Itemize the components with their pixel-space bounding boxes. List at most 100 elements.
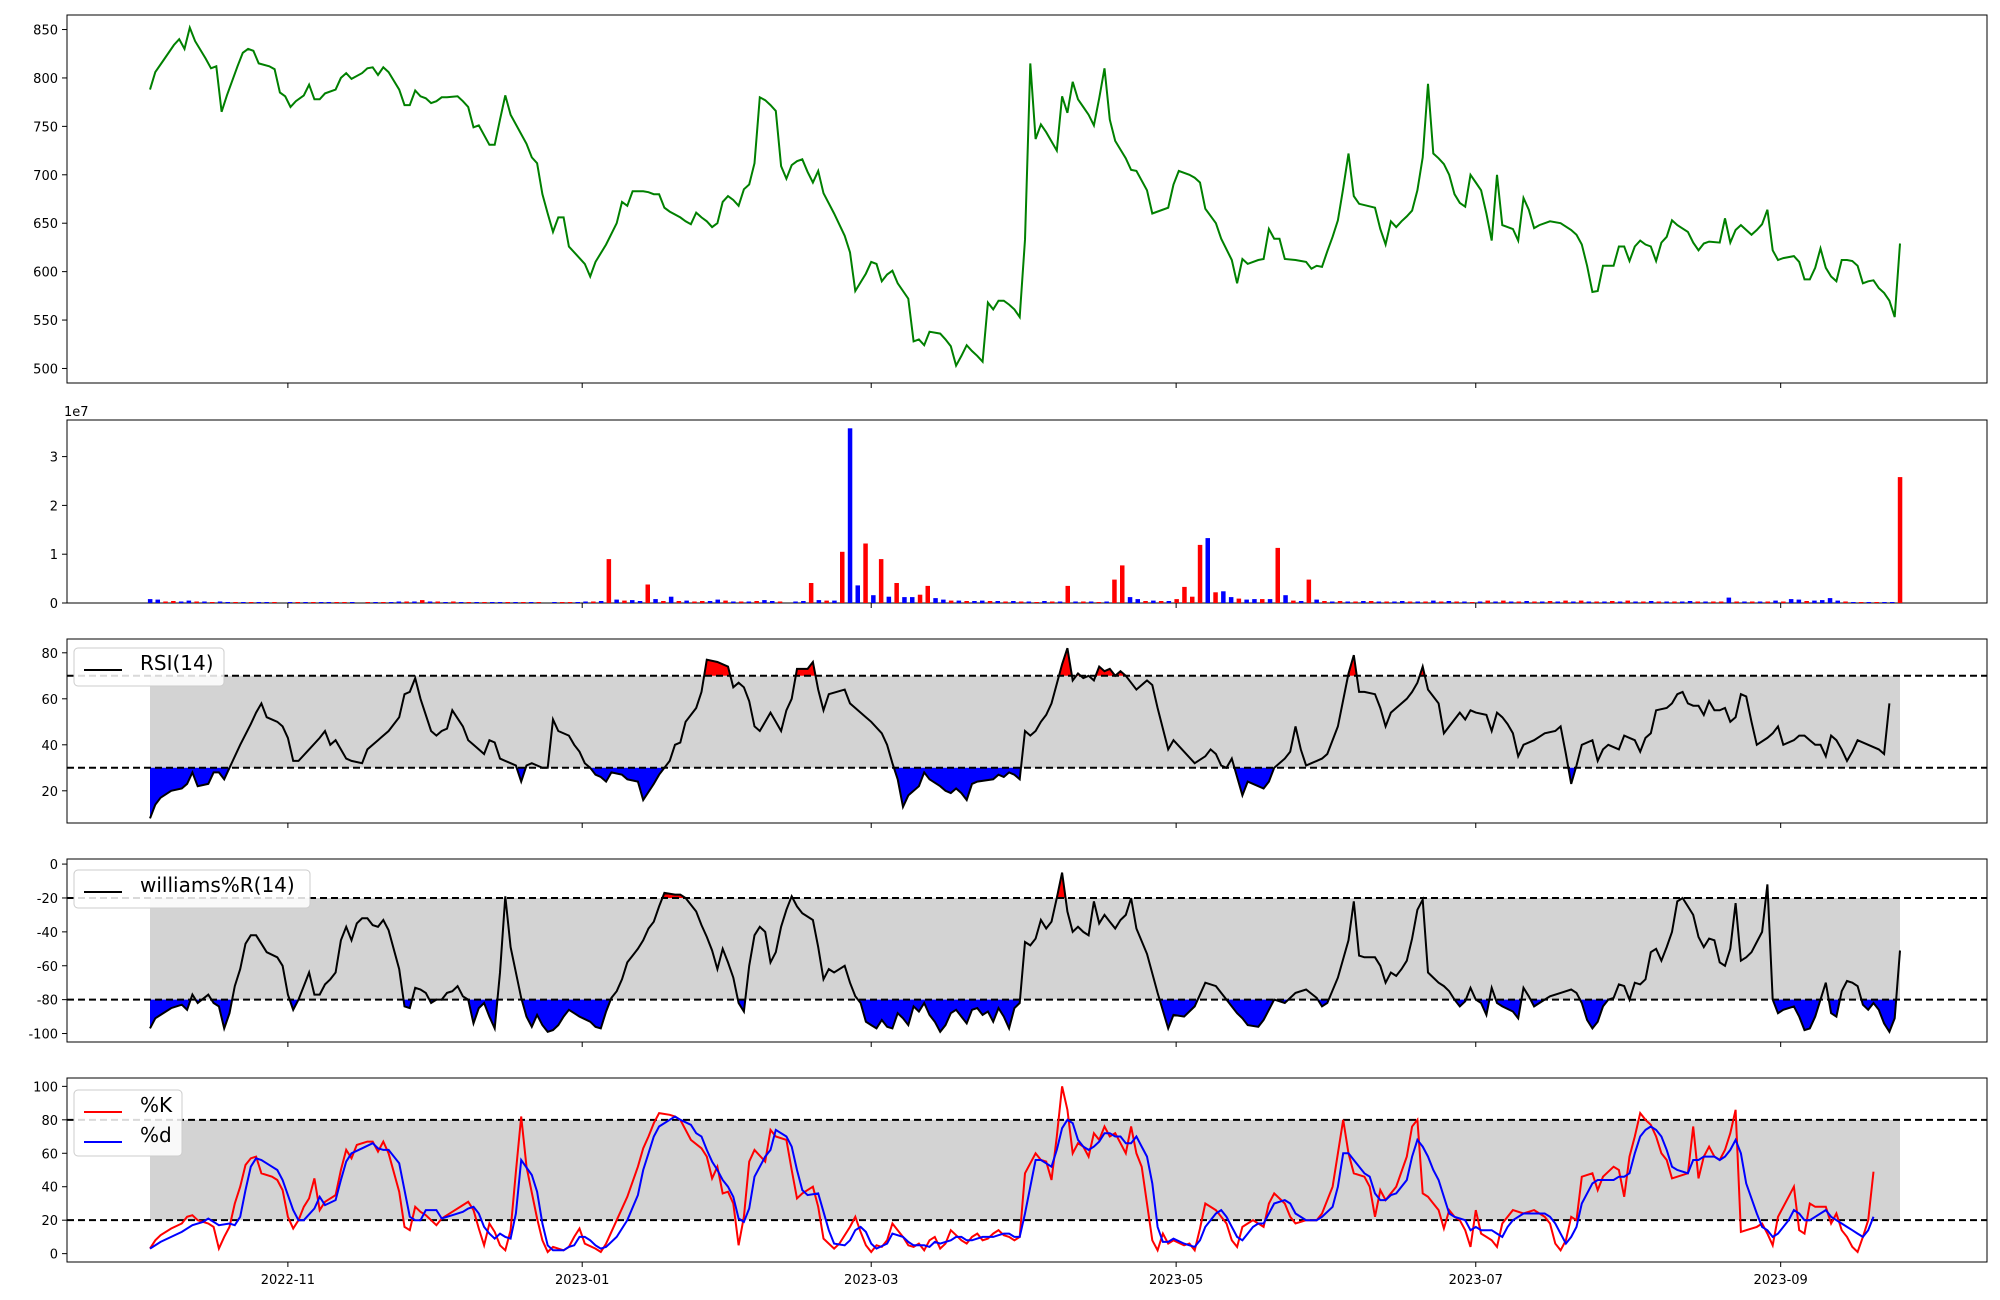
volume-bar: [373, 602, 378, 603]
rsi-band: [150, 675, 1900, 768]
volume-bar: [1540, 601, 1545, 603]
volume-bar: [1042, 601, 1047, 603]
volume-bar: [1648, 601, 1654, 603]
williams-ytick-label: -20: [37, 892, 58, 907]
stochastic-ytick-label: 80: [41, 1114, 58, 1129]
volume-bar: [855, 585, 860, 603]
volume-bar: [902, 597, 907, 603]
volume-bar: [645, 584, 650, 603]
price-ytick-label: 500: [33, 362, 58, 377]
volume-bar: [1633, 601, 1638, 603]
volume-bar: [1415, 601, 1420, 603]
volume-bar: [1120, 565, 1125, 603]
volume-bar: [910, 597, 915, 603]
volume-bar: [661, 601, 666, 603]
volume-bar: [840, 551, 845, 603]
volume-bar: [832, 600, 837, 603]
stochastic-series-line: [149, 1115, 1875, 1252]
volume-bar: [1890, 602, 1895, 603]
williams-ytick-label: -100: [28, 1028, 58, 1043]
volume-bar: [1314, 599, 1319, 603]
volume-bar: [552, 602, 557, 603]
volume-bar: [886, 596, 892, 603]
volume-bar: [1190, 596, 1195, 603]
volume-bar: [1827, 598, 1833, 603]
volume-bar: [1151, 600, 1156, 603]
xtick-label: 2023-09: [1754, 1273, 1808, 1288]
volume-bar: [591, 601, 596, 603]
volume-bar: [684, 600, 689, 603]
volume-bar: [1501, 600, 1506, 603]
volume-bar: [614, 599, 619, 603]
rsi-oversold-fill: [893, 767, 1021, 807]
volume-bar: [668, 596, 674, 603]
volume-bar: [528, 602, 534, 603]
volume-offset-text: 1e7: [64, 405, 89, 420]
volume-bar: [1866, 602, 1872, 603]
volume-bar: [1112, 579, 1117, 603]
volume-bar: [630, 600, 635, 603]
volume-bar: [878, 559, 884, 603]
volume-bar: [575, 602, 580, 603]
volume-bar: [1858, 602, 1864, 603]
volume-bar: [536, 602, 542, 603]
volume-bar: [1384, 601, 1389, 603]
volume-bar: [925, 585, 930, 603]
volume-ytick-label: 2: [50, 499, 58, 514]
williams-oversold-fill: [1317, 999, 1329, 1007]
volume-bar: [420, 600, 425, 603]
volume-bar: [707, 601, 713, 603]
volume-bar: [474, 602, 479, 603]
volume-bar: [1625, 600, 1630, 603]
volume-bar: [1283, 595, 1288, 603]
volume-bar: [1820, 600, 1825, 603]
volume-bar: [194, 601, 199, 603]
stochastic-ytick-label: 40: [41, 1181, 58, 1196]
stochastic-ytick-label: 0: [50, 1248, 58, 1263]
volume-bar: [583, 601, 588, 603]
volume-bar: [1796, 599, 1802, 603]
volume-bar: [1594, 601, 1599, 603]
volume-bar: [1228, 597, 1234, 603]
volume-bar: [1835, 600, 1840, 603]
volume-bar: [1127, 597, 1133, 603]
volume-bar: [1065, 585, 1070, 603]
xtick-label: 2022-11: [261, 1273, 315, 1288]
volume-bar: [186, 600, 192, 603]
williams-oversold-fill: [1580, 999, 1609, 1029]
volume-bar: [1252, 599, 1257, 603]
volume-bar: [1610, 601, 1615, 603]
price-ytick-label: 550: [33, 314, 58, 329]
volume-bar: [1073, 601, 1078, 603]
volume-bar: [451, 601, 456, 603]
volume-bar: [1781, 601, 1786, 603]
volume-bar: [1135, 599, 1140, 603]
williams-oversold-fill: [211, 999, 233, 1029]
volume-bar: [1641, 601, 1646, 603]
volume-bar: [497, 602, 503, 603]
volume-bar: [210, 602, 215, 603]
volume-bar: [1205, 538, 1210, 603]
volume-bar: [1711, 601, 1716, 603]
volume-bar: [458, 602, 464, 603]
volume-bar: [388, 602, 394, 603]
volume-bar: [948, 600, 954, 603]
price-ytick-label: 700: [33, 169, 58, 184]
volume-bar: [824, 600, 829, 603]
rsi-overbought-fill: [1059, 648, 1072, 676]
volume-ytick-label: 0: [50, 597, 58, 612]
volume-bar: [1571, 601, 1576, 603]
volume-bar: [1516, 601, 1522, 603]
volume-bar: [513, 602, 518, 603]
volume-bar: [956, 600, 962, 603]
volume-bar: [1345, 601, 1350, 603]
rsi-series-line: [149, 647, 1891, 819]
volume-bar: [264, 602, 269, 603]
volume-bar: [1407, 601, 1413, 603]
volume-bar: [1454, 601, 1459, 603]
volume-bar: [443, 602, 448, 603]
volume-bar: [1703, 601, 1708, 603]
williams-oversold-fill: [521, 999, 611, 1032]
volume-bar: [1664, 601, 1669, 603]
volume-bar: [1656, 601, 1662, 603]
